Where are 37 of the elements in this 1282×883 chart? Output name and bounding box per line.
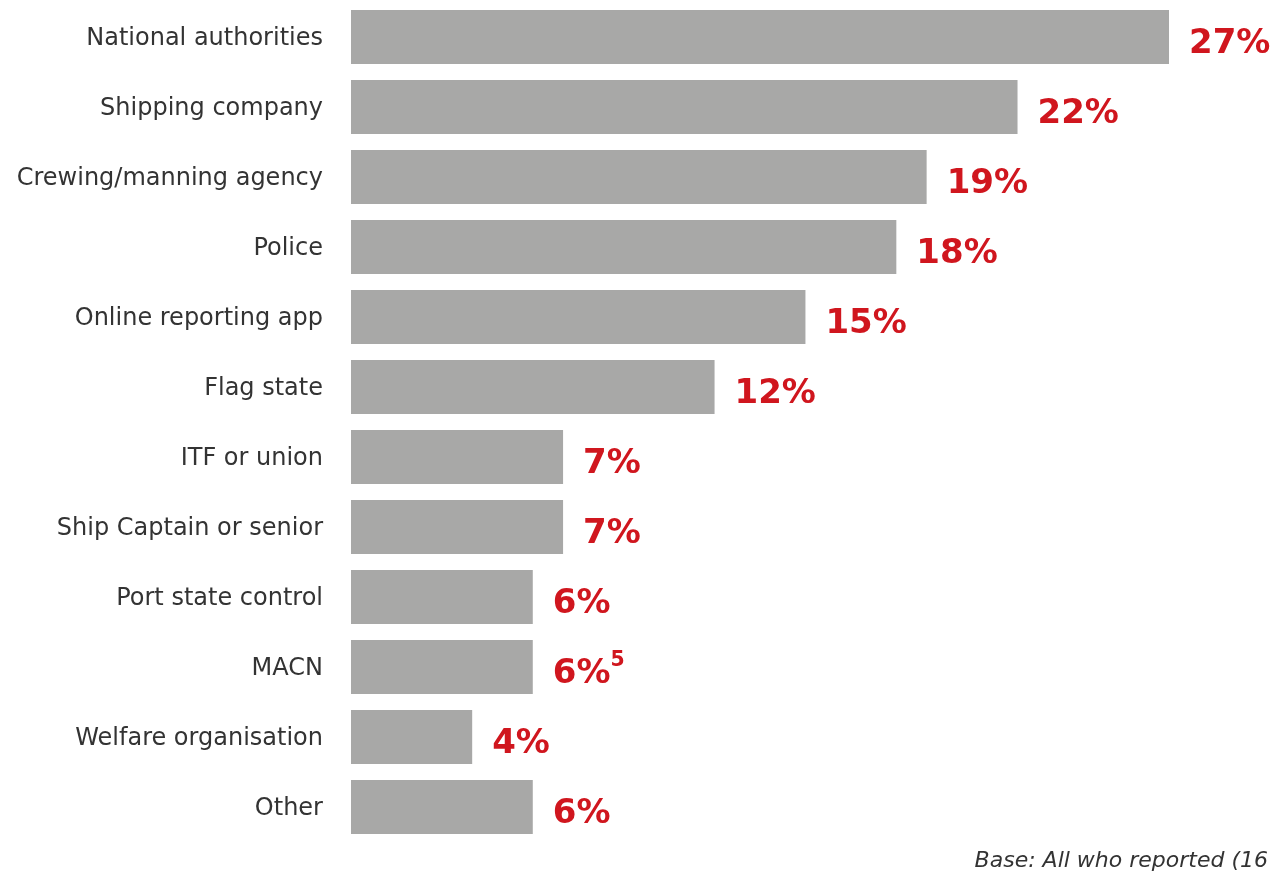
data-label: 4% [492, 721, 550, 761]
data-label: 7% [583, 511, 641, 551]
data-label: 15% [825, 301, 907, 341]
data-label: 19% [946, 161, 1029, 201]
data-label: 6% [552, 581, 611, 621]
bar [351, 780, 533, 834]
bar [351, 430, 564, 484]
text: Base: All who reported (16 [974, 847, 1268, 872]
bar [351, 150, 927, 204]
data-label: 18% [916, 231, 998, 271]
bar [351, 80, 1018, 134]
bar [351, 10, 1169, 64]
bar [351, 360, 715, 414]
bar [351, 710, 473, 764]
bar [351, 290, 806, 344]
y-tick-label: National authorities [86, 23, 323, 51]
y-tick-label: Crewing/manning agency [16, 163, 323, 191]
y-tick-label: Flag state [204, 373, 323, 401]
data-label: 6% [552, 791, 611, 831]
y-tick-label: Shipping company [100, 93, 323, 121]
data-label: 7% [583, 441, 641, 481]
bar [351, 220, 897, 274]
y-tick-label: MACN [251, 653, 323, 681]
y-tick-label: ITF or union [180, 443, 323, 471]
y-tick-label: Ship Captain or senior [56, 513, 324, 541]
data-label: 27% [1189, 21, 1271, 61]
data-label: 6%$^{5}$ [552, 647, 625, 691]
y-tick-label: Online reporting app [74, 303, 323, 331]
data-label: 22% [1037, 91, 1119, 131]
y-tick-label: Other [254, 793, 324, 821]
y-tick-label: Police [253, 233, 323, 261]
bar [351, 570, 533, 624]
bar [351, 500, 564, 554]
data-label: 12% [734, 371, 816, 411]
bar [351, 640, 533, 694]
y-tick-label: Welfare organisation [75, 723, 323, 751]
y-tick-label: Port state control [116, 583, 323, 611]
